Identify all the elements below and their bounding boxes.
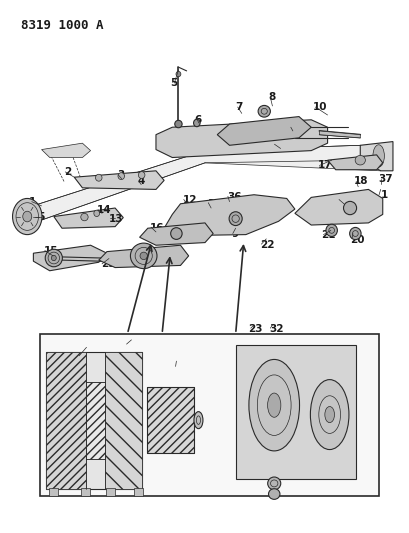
Text: 23: 23 <box>247 324 262 334</box>
Bar <box>86 382 105 458</box>
Ellipse shape <box>349 228 360 240</box>
Ellipse shape <box>193 411 202 429</box>
Text: 20: 20 <box>349 235 364 245</box>
Text: 8319 1000 A: 8319 1000 A <box>21 19 103 33</box>
Ellipse shape <box>268 489 279 499</box>
Polygon shape <box>54 208 123 228</box>
Text: 37: 37 <box>378 174 392 184</box>
Bar <box>45 352 142 489</box>
Text: 34: 34 <box>125 340 139 350</box>
Ellipse shape <box>94 210 99 216</box>
Bar <box>235 345 355 479</box>
Text: 25: 25 <box>101 259 115 269</box>
Polygon shape <box>164 195 294 236</box>
Text: 12: 12 <box>182 195 197 205</box>
Text: 36: 36 <box>227 192 241 203</box>
Polygon shape <box>33 245 107 271</box>
Polygon shape <box>319 131 360 138</box>
Polygon shape <box>41 143 90 158</box>
Bar <box>134 488 143 496</box>
Text: 28: 28 <box>73 417 88 427</box>
Text: 31: 31 <box>77 351 92 361</box>
Bar <box>146 387 193 453</box>
Text: 11: 11 <box>272 139 286 149</box>
Text: 32: 32 <box>269 324 283 334</box>
Bar <box>105 352 142 489</box>
Text: 15: 15 <box>43 246 58 255</box>
Ellipse shape <box>229 212 242 225</box>
Ellipse shape <box>170 228 182 239</box>
Ellipse shape <box>193 119 200 127</box>
Bar <box>146 387 193 453</box>
Text: 7: 7 <box>235 102 243 112</box>
Text: 21: 21 <box>321 230 335 240</box>
Polygon shape <box>74 171 164 189</box>
Ellipse shape <box>267 477 280 490</box>
Ellipse shape <box>13 198 42 235</box>
Text: 13: 13 <box>109 214 123 224</box>
Ellipse shape <box>174 120 182 128</box>
Text: 14: 14 <box>97 205 111 215</box>
Text: 16: 16 <box>149 223 164 233</box>
Text: 30: 30 <box>88 417 103 427</box>
Bar <box>49 488 58 496</box>
Ellipse shape <box>324 407 334 423</box>
Ellipse shape <box>45 249 62 266</box>
Text: 18: 18 <box>353 176 368 187</box>
Text: 1: 1 <box>29 197 36 207</box>
Text: 26: 26 <box>109 417 123 427</box>
Text: 6: 6 <box>194 115 202 125</box>
Polygon shape <box>217 117 310 146</box>
Text: 2: 2 <box>64 167 71 177</box>
Ellipse shape <box>175 71 180 77</box>
Bar <box>39 334 378 496</box>
Text: 27: 27 <box>296 422 311 432</box>
Text: 22: 22 <box>260 240 274 250</box>
Polygon shape <box>139 223 213 245</box>
Text: 4: 4 <box>137 176 145 187</box>
Ellipse shape <box>118 173 124 180</box>
Bar <box>106 488 115 496</box>
Polygon shape <box>21 146 380 223</box>
Ellipse shape <box>23 211 31 222</box>
Ellipse shape <box>140 252 147 260</box>
Bar <box>45 352 86 489</box>
Ellipse shape <box>248 359 299 451</box>
Ellipse shape <box>343 201 356 215</box>
Text: 33: 33 <box>202 417 217 427</box>
Ellipse shape <box>138 172 144 179</box>
Text: 35: 35 <box>31 212 46 222</box>
Text: 8: 8 <box>267 92 275 102</box>
Polygon shape <box>327 155 382 169</box>
Ellipse shape <box>310 379 348 449</box>
Polygon shape <box>294 189 382 225</box>
Polygon shape <box>360 142 392 171</box>
Ellipse shape <box>354 156 364 165</box>
Ellipse shape <box>95 174 102 181</box>
Ellipse shape <box>81 213 88 221</box>
Text: 1: 1 <box>380 190 387 200</box>
Ellipse shape <box>372 145 384 167</box>
Text: 19: 19 <box>337 195 351 205</box>
Text: 3: 3 <box>207 199 214 209</box>
Ellipse shape <box>258 106 270 117</box>
Text: 9: 9 <box>231 229 238 239</box>
Ellipse shape <box>51 255 56 261</box>
Ellipse shape <box>325 224 337 237</box>
Bar <box>81 488 90 496</box>
Text: 10: 10 <box>312 102 327 112</box>
Text: 29: 29 <box>211 393 225 403</box>
Polygon shape <box>155 120 327 158</box>
Text: 5: 5 <box>170 78 177 88</box>
Ellipse shape <box>130 243 157 269</box>
Text: 3: 3 <box>117 170 124 180</box>
Ellipse shape <box>267 393 280 417</box>
Text: 17: 17 <box>317 160 331 171</box>
Text: 24: 24 <box>174 362 189 373</box>
Polygon shape <box>99 245 188 268</box>
Text: 9: 9 <box>288 122 295 132</box>
